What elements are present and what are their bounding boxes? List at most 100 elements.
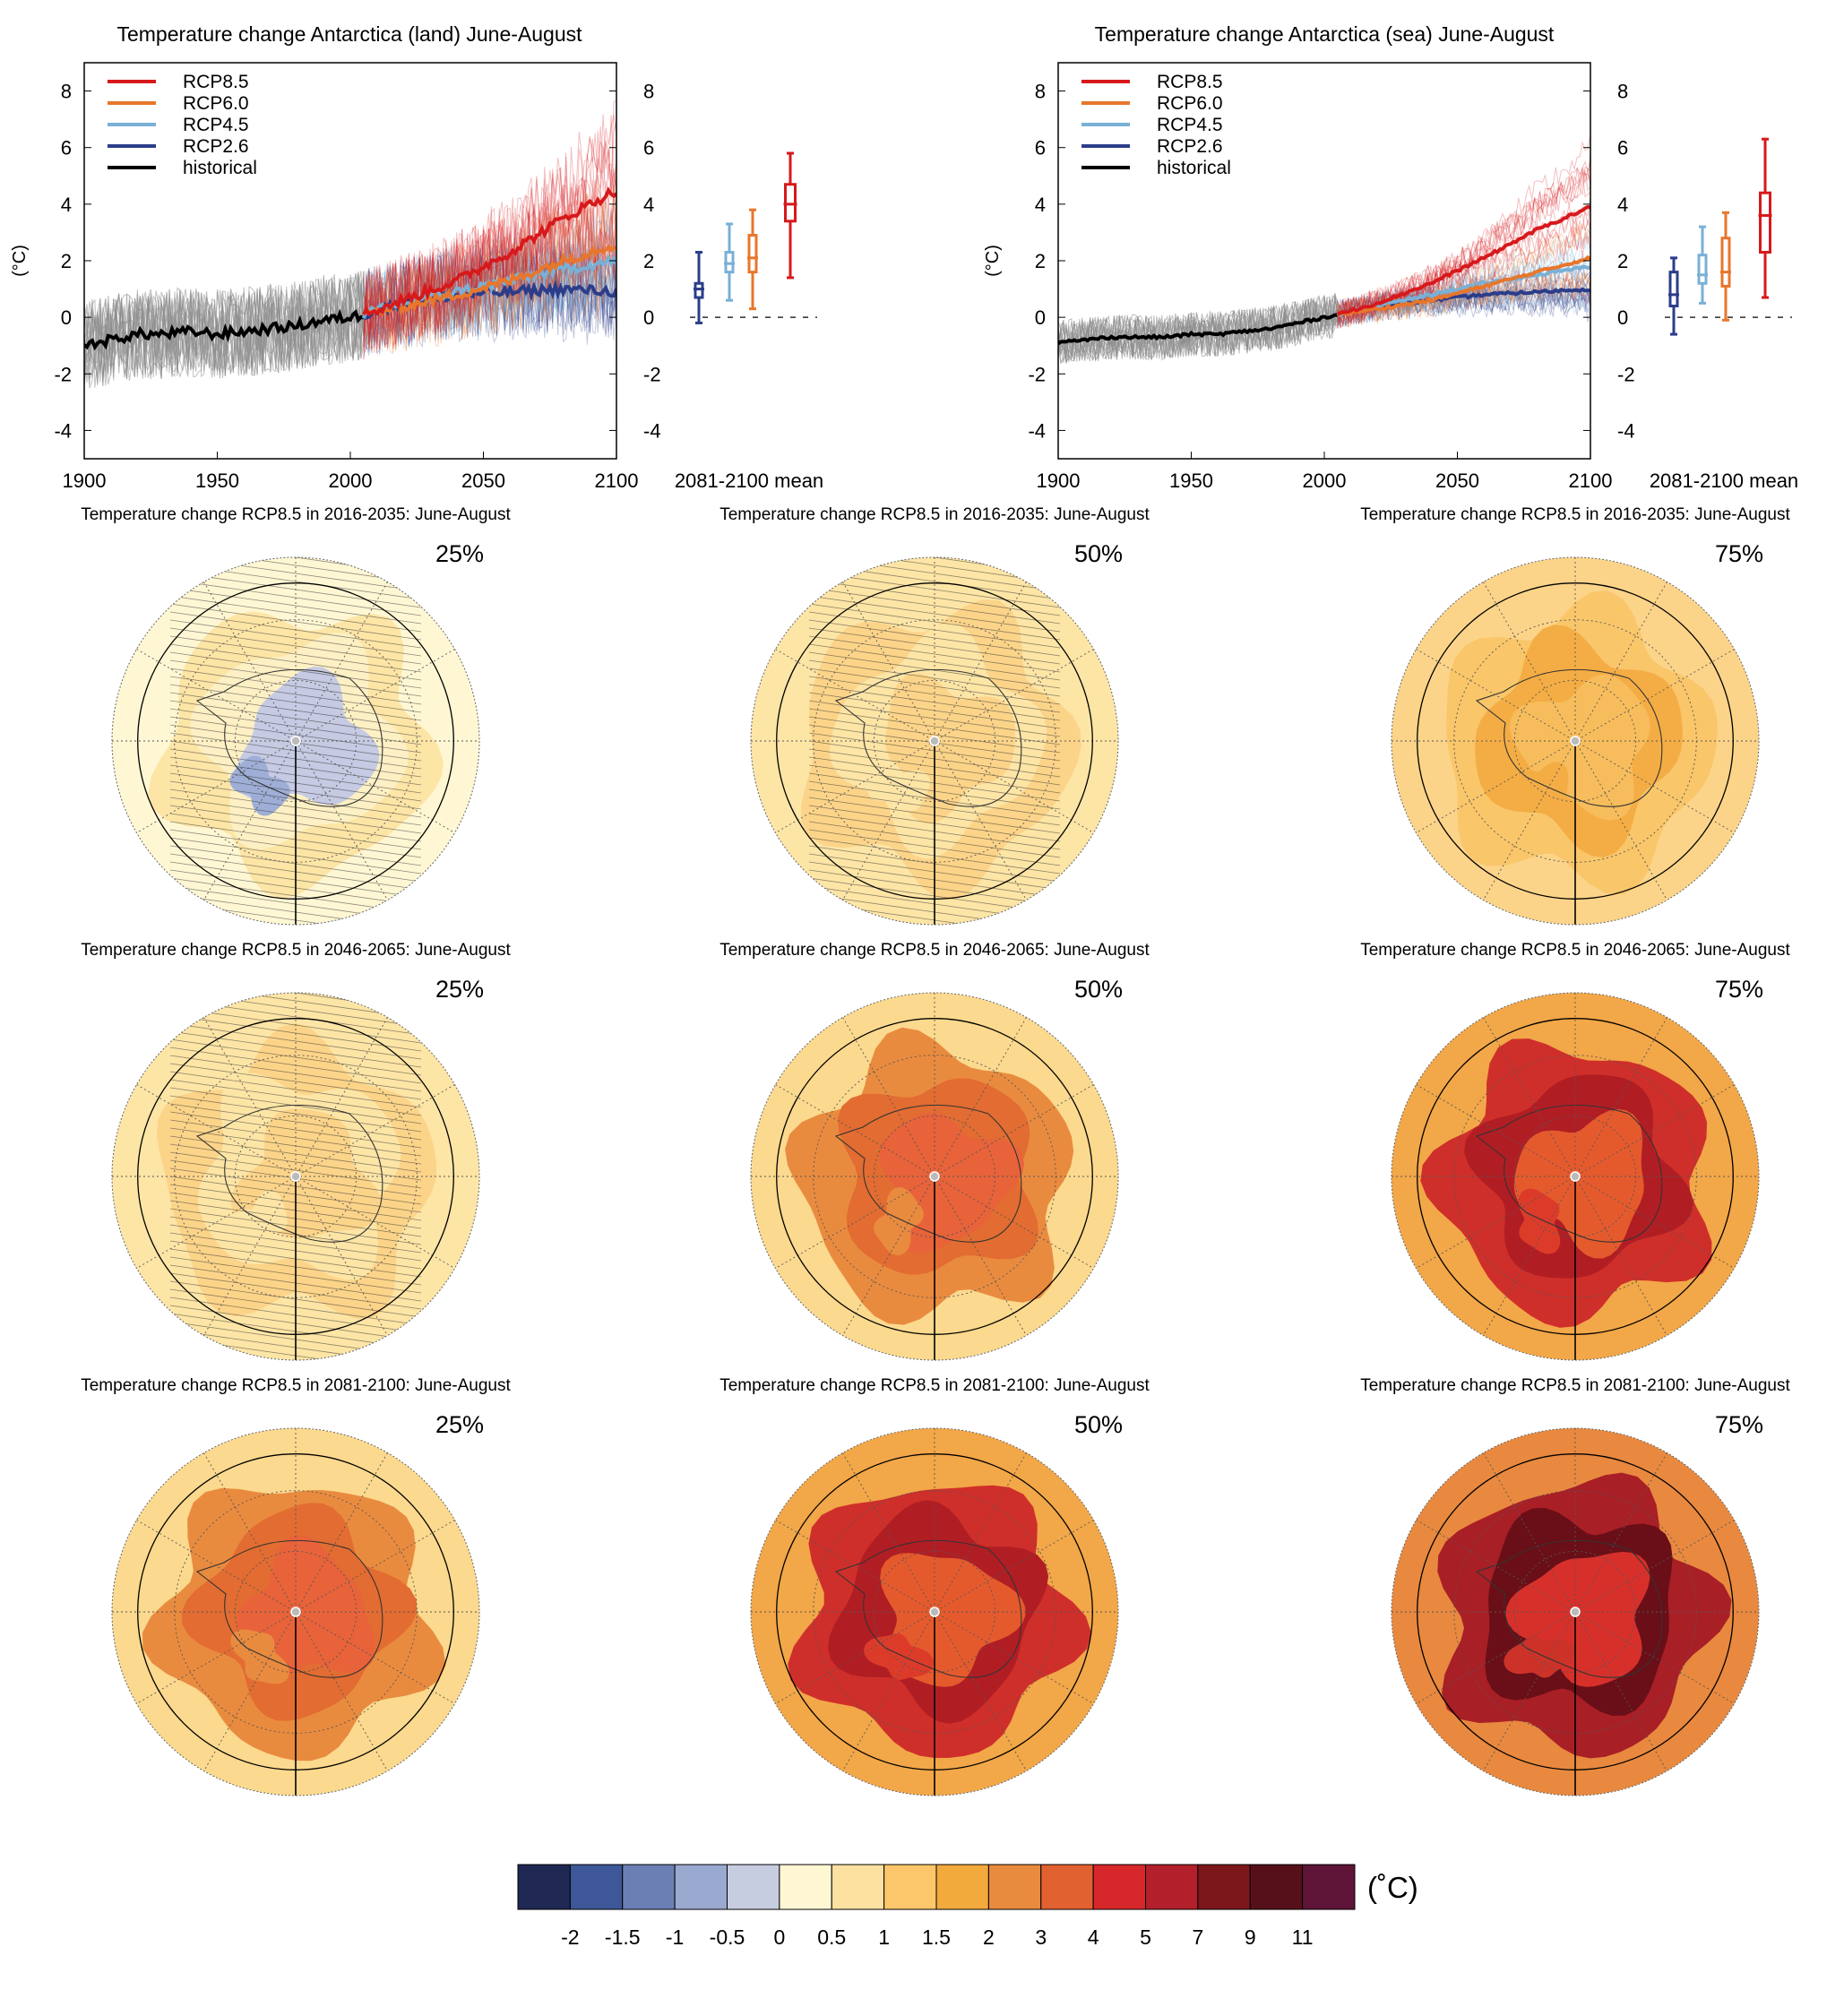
series-line-historical	[1058, 313, 1338, 346]
y-tick-label-right: -4	[1617, 419, 1635, 442]
colorbar-tick-label: -1	[666, 1926, 684, 1949]
hatch-line	[169, 627, 422, 665]
hatch-line	[808, 627, 1061, 665]
x-tick-label: 2100	[1569, 470, 1613, 492]
hatch-line	[808, 676, 1061, 713]
plot-area	[1058, 134, 1590, 365]
colorbar-cell	[1197, 1864, 1251, 1910]
y-tick-label-left: 0	[61, 306, 72, 329]
y-axis-label: (°C)	[10, 245, 30, 277]
rcp26-member-line	[363, 245, 616, 353]
colorbar-cell	[1040, 1864, 1094, 1910]
south-pole-marker	[1570, 736, 1581, 746]
hatch-line	[169, 676, 422, 713]
south-pole-marker	[929, 736, 940, 746]
timeseries-panel-2: Temperature change Antarctica (sea) June…	[983, 22, 1798, 492]
y-tick-label-right: 8	[1617, 81, 1628, 103]
box-rcp60	[747, 234, 758, 274]
rcp60-member-line	[1337, 222, 1590, 324]
map-boundary	[1391, 1427, 1760, 1796]
map-boundary	[750, 1427, 1119, 1796]
south-pole-marker	[290, 1607, 301, 1617]
map-percentile-label: 75%	[1715, 540, 1763, 567]
hatch-line	[808, 635, 1061, 673]
colorbar-tick-label: -0.5	[710, 1926, 745, 1949]
y-tick-label-left: -4	[54, 419, 72, 442]
box-rcp60	[1720, 237, 1731, 288]
chart-title: Temperature change Antarctica (land) Jun…	[116, 22, 582, 46]
box-rcp45	[724, 251, 735, 274]
colorbar-cell	[1249, 1864, 1304, 1910]
rcp26-member-line	[363, 252, 616, 350]
colorbar-cell	[1145, 1864, 1199, 1910]
y-tick-label-right: 6	[1617, 137, 1628, 159]
colorbar-tick-label: 7	[1192, 1926, 1203, 1949]
map-percentile-label: 50%	[1074, 976, 1123, 1003]
south-pole-marker	[929, 1171, 940, 1182]
polar-map-panel: Temperature change RCP8.5 in 2081-2100: …	[720, 1376, 1150, 1796]
y-tick-label-left: 8	[1035, 81, 1046, 103]
map-boundary	[1391, 992, 1760, 1361]
colorbar-tick-label: 9	[1245, 1926, 1256, 1949]
plot-frame	[1057, 62, 1591, 460]
rcp26-member-line	[363, 254, 616, 345]
hatch-line	[169, 1143, 422, 1181]
x-tick-label: 2050	[461, 470, 505, 492]
map-ross-sea-field	[1504, 1635, 1575, 1678]
box-rcp45	[1697, 254, 1708, 285]
legend-label-rcp60: RCP6.0	[1157, 93, 1223, 114]
y-tick-label-right: 2	[1617, 250, 1628, 272]
rcp26-member-line	[1337, 278, 1590, 326]
colorbar-cell	[674, 1864, 728, 1910]
x-tick-label: 1950	[1169, 470, 1213, 492]
map-boundary	[750, 992, 1119, 1361]
colorbar-tick-label: 1.5	[922, 1926, 951, 1949]
legend-label-historical: historical	[183, 158, 257, 178]
polar-map-panel: Temperature change RCP8.5 in 2081-2100: …	[81, 1376, 511, 1796]
south-pole-marker	[290, 1171, 301, 1182]
map-ross-sea-field	[1518, 1188, 1561, 1254]
map-title: Temperature change RCP8.5 in 2081-2100: …	[81, 1376, 511, 1395]
y-tick-label-right: 2	[643, 250, 654, 272]
legend-label-rcp85: RCP8.5	[183, 72, 249, 92]
hatch-line	[169, 1022, 422, 1060]
map-percentile-label: 50%	[1074, 1411, 1123, 1438]
rcp45-member-line	[363, 215, 616, 345]
colorbar: -2 -1.5 -1 -0.5 0 0.5 1 1.5 2 3 4 5 7 9 11 (˚C)	[517, 1864, 1418, 1949]
colorbar-tick-label: -2	[561, 1926, 579, 1949]
colorbar-tick-label: 2	[983, 1926, 995, 1949]
colorbar-tick-label: 1	[878, 1926, 890, 1949]
antarctica-coastline	[834, 1539, 1022, 1678]
y-tick-label-left: 6	[1035, 137, 1046, 159]
antarctica-coastline	[195, 1104, 383, 1243]
map-boundary	[750, 556, 1119, 926]
y-tick-label-left: 0	[1035, 306, 1046, 329]
legend-label-historical: historical	[1157, 158, 1231, 178]
y-tick-label-right: 4	[643, 194, 654, 216]
map-boundary	[1391, 556, 1760, 926]
colorbar-cell	[1092, 1864, 1146, 1910]
south-pole-marker	[929, 1607, 940, 1617]
rcp26-member-line	[1337, 272, 1590, 327]
longitude-line	[203, 1452, 388, 1771]
map-title: Temperature change RCP8.5 in 2081-2100: …	[720, 1376, 1150, 1395]
map-title: Temperature change RCP8.5 in 2016-2035: …	[81, 505, 511, 524]
box-rcp85	[1759, 191, 1771, 254]
legend-label-rcp85: RCP8.5	[1157, 72, 1223, 92]
map-title: Temperature change RCP8.5 in 2046-2065: …	[1360, 941, 1790, 960]
polar-map-panel: Temperature change RCP8.5 in 2081-2100: …	[1360, 1376, 1790, 1796]
rcp60-member-line	[363, 214, 616, 355]
y-tick-label-right: -4	[643, 419, 661, 442]
antarctica-coastline	[1475, 1104, 1663, 1243]
plot-area	[84, 100, 616, 389]
colorbar-tick-label: 3	[1035, 1926, 1047, 1949]
colorbar-cell	[779, 1864, 832, 1910]
map-percentile-label: 50%	[1074, 540, 1123, 567]
longitude-line	[203, 1017, 388, 1336]
map-boundary	[111, 992, 480, 1361]
colorbar-tick-label: 4	[1088, 1926, 1099, 1949]
y-tick-label-right: -2	[1617, 363, 1635, 385]
rcp85-member-line	[1337, 166, 1590, 329]
y-axis-label: (°C)	[983, 245, 1003, 277]
rcp26-member-line	[1337, 287, 1590, 324]
